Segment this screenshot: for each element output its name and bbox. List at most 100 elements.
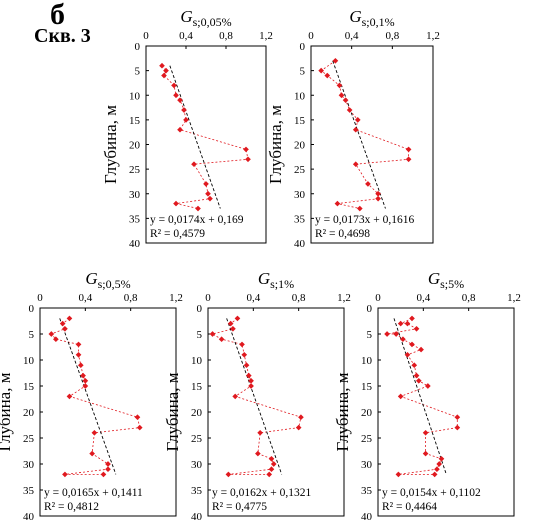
data-point [225,471,232,478]
title-symbol: G [428,269,440,288]
data-point [209,331,216,337]
data-point [270,461,277,467]
data-point [397,393,404,400]
x-tick-label: 0 [143,30,149,42]
plot-frame [207,307,345,517]
data-point [227,320,234,327]
y-tick-label: 30 [294,189,306,201]
title-subscript: s;0,05% [193,15,232,29]
data-point [62,325,68,332]
y-tick-label: 35 [23,485,35,497]
data-point [395,471,402,478]
data-point [438,455,445,462]
y-tick-label: 15 [294,115,306,127]
chart-title: Gs;0,1% [349,7,394,29]
trend-line [59,318,117,475]
y-tick-label: 20 [361,407,373,419]
data-point [400,336,406,343]
y-tick-label: 5 [300,66,306,78]
data-point [336,82,343,89]
data-point [134,414,141,421]
connector-line [320,60,410,209]
data-point [159,62,165,69]
y-tick-label: 5 [135,66,141,78]
trend-equation: y = 0,0165x + 0,1411 [44,487,143,499]
y-tick-label: 30 [129,189,141,201]
data-point [100,471,107,478]
data-point [183,117,189,123]
data-point [397,320,404,327]
trend-equation: y = 0,0173x + 0,1616 [315,214,414,226]
data-point [75,341,82,348]
data-point [173,200,179,207]
data-point [89,450,95,457]
y-axis-label: Глубина, м [333,372,352,451]
plot-frame [39,307,177,517]
x-tick-label: 0,8 [462,292,476,304]
data-point [431,471,438,478]
r-squared: R² = 0,4579 [150,228,205,240]
data-point [245,372,252,379]
x-tick-label: 0,4 [345,30,359,42]
y-tick-label: 40 [361,511,373,522]
data-point [298,414,304,421]
y-tick-label: 0 [367,303,373,315]
panel-letter: б [50,0,65,31]
x-tick-label: 1,2 [169,292,183,304]
title-subscript: s;0,5% [98,277,131,291]
y-tick-label: 30 [361,459,373,471]
data-point [334,200,341,207]
y-tick-label: 15 [129,115,141,127]
y-tick-label: 40 [191,511,203,522]
data-point [418,346,424,353]
r-squared: R² = 0,4812 [44,501,99,513]
title-symbol: G [85,269,97,288]
data-point [77,362,84,369]
data-point [218,336,225,343]
data-point [171,82,177,89]
x-tick-label: 0 [375,292,381,304]
y-tick-label: 25 [361,433,373,445]
y-tick-label: 20 [23,407,35,419]
data-point [346,107,353,113]
data-point [195,205,201,212]
chart-3: 0 0,4 0,8 1,2 0 5 10 15 20 25 30 35 40 Gs;0,5% Глубина… [0,269,183,522]
x-tick-label: 0,8 [292,292,306,304]
y-axis-label: Глубина, м [0,372,14,451]
y-tick-label: 20 [191,407,203,419]
data-point [105,461,111,467]
data-point [241,351,248,358]
x-tick-label: 1,2 [259,30,273,42]
data-point [257,429,263,436]
data-point [203,181,209,187]
data-point [173,92,179,99]
data-point [268,455,275,462]
y-tick-label: 35 [294,213,306,225]
y-tick-label: 10 [129,90,141,102]
y-tick-label: 0 [29,303,35,315]
data-point [404,351,411,358]
y-tick-label: 10 [361,355,373,367]
y-tick-label: 20 [129,140,141,152]
data-point [91,429,98,436]
r-squared: R² = 0,4464 [382,501,437,513]
data-point [422,450,429,457]
data-point [136,424,143,431]
data-point [82,377,89,384]
data-point [66,393,73,400]
x-tick-label: 0 [37,292,43,304]
y-tick-label: 25 [129,164,141,176]
y-tick-label: 40 [129,238,141,250]
data-point [239,341,245,348]
data-point [411,362,418,369]
y-tick-label: 15 [23,381,35,393]
data-point [161,72,167,79]
trend-equation: y = 0,0174x + 0,169 [150,214,244,226]
data-point [295,424,302,431]
chart-1: 0 0,4 0,8 1,2 0 5 10 15 20 25 30 35 40 Gs;0,05% Глубин… [101,7,273,250]
data-point [268,466,275,473]
data-point [232,393,239,400]
data-point [248,377,254,384]
data-point [413,325,420,332]
